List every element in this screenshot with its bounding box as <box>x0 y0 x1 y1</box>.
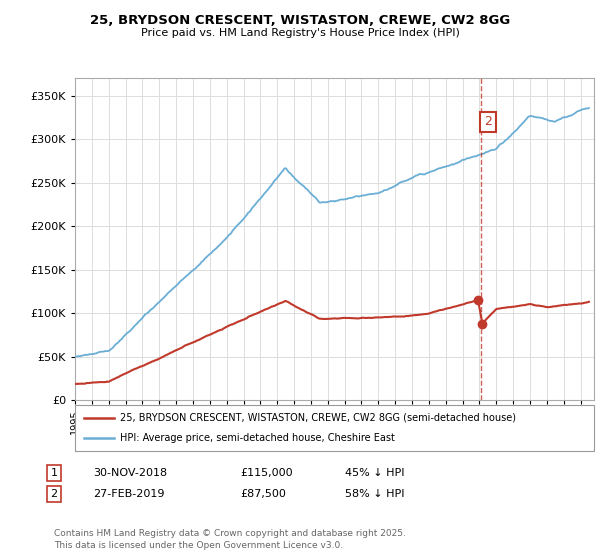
Text: 45% ↓ HPI: 45% ↓ HPI <box>345 468 404 478</box>
Text: 27-FEB-2019: 27-FEB-2019 <box>93 489 164 499</box>
Text: 30-NOV-2018: 30-NOV-2018 <box>93 468 167 478</box>
Text: 25, BRYDSON CRESCENT, WISTASTON, CREWE, CW2 8GG (semi-detached house): 25, BRYDSON CRESCENT, WISTASTON, CREWE, … <box>120 413 516 423</box>
Text: Contains HM Land Registry data © Crown copyright and database right 2025.
This d: Contains HM Land Registry data © Crown c… <box>54 529 406 550</box>
Text: 1: 1 <box>50 468 58 478</box>
Text: Price paid vs. HM Land Registry's House Price Index (HPI): Price paid vs. HM Land Registry's House … <box>140 28 460 38</box>
Text: 58% ↓ HPI: 58% ↓ HPI <box>345 489 404 499</box>
Text: £87,500: £87,500 <box>240 489 286 499</box>
Text: £115,000: £115,000 <box>240 468 293 478</box>
Text: HPI: Average price, semi-detached house, Cheshire East: HPI: Average price, semi-detached house,… <box>120 433 395 443</box>
Text: 2: 2 <box>50 489 58 499</box>
Text: 25, BRYDSON CRESCENT, WISTASTON, CREWE, CW2 8GG: 25, BRYDSON CRESCENT, WISTASTON, CREWE, … <box>90 14 510 27</box>
Text: 2: 2 <box>484 115 492 128</box>
